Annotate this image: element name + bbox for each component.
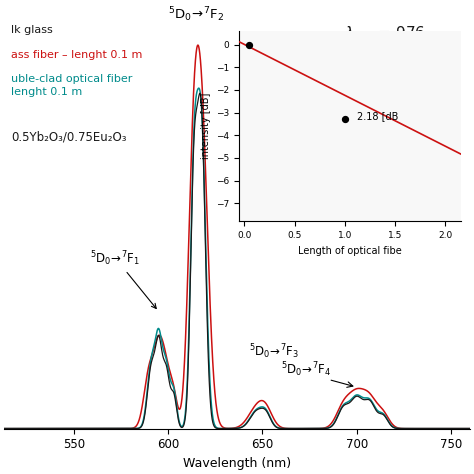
Text: $^5$D$_0\!\rightarrow\!^7$F$_3$: $^5$D$_0\!\rightarrow\!^7$F$_3$: [249, 343, 300, 362]
Text: uble-clad optical fiber
lenght 0.1 m: uble-clad optical fiber lenght 0.1 m: [11, 74, 133, 97]
Text: $^5$D$_0\!\rightarrow\!^7$F$_2$: $^5$D$_0\!\rightarrow\!^7$F$_2$: [168, 5, 224, 24]
X-axis label: Wavelength (nm): Wavelength (nm): [183, 457, 291, 470]
Text: $^5$D$_0\!\rightarrow\!^7$F$_1$: $^5$D$_0\!\rightarrow\!^7$F$_1$: [91, 249, 156, 309]
Text: lk glass: lk glass: [11, 25, 53, 35]
Text: ass fiber – lenght 0.1 m: ass fiber – lenght 0.1 m: [11, 50, 143, 60]
Text: $^5$D$_0\!\rightarrow\!^7$F$_4$: $^5$D$_0\!\rightarrow\!^7$F$_4$: [281, 360, 332, 379]
Text: 0.5Yb₂O₃/0.75Eu₂O₃: 0.5Yb₂O₃/0.75Eu₂O₃: [11, 130, 127, 143]
Text: $\lambda_{\rm exc}$ = 976: $\lambda_{\rm exc}$ = 976: [344, 25, 426, 44]
